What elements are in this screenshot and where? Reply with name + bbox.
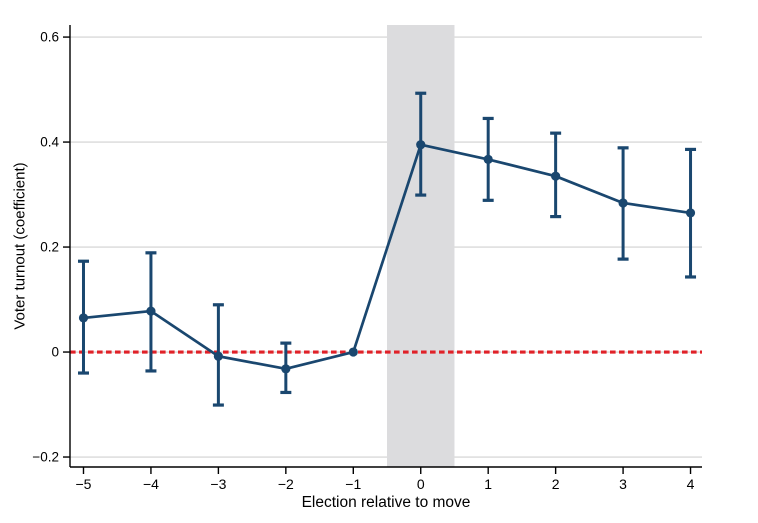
x-axis-tick-label: 4 xyxy=(687,476,695,492)
data-point-marker xyxy=(78,313,89,323)
data-point-marker xyxy=(281,364,291,374)
data-point-marker xyxy=(213,351,223,361)
y-axis-title: Voter turnout (coefficient) xyxy=(11,162,29,330)
y-axis-tick-label: 0.2 xyxy=(40,240,59,255)
data-point-marker xyxy=(416,140,426,150)
data-point-marker xyxy=(685,208,696,218)
series-line xyxy=(83,143,691,371)
y-axis-tick-label: 0.6 xyxy=(40,30,59,45)
x-axis-tick-label: −1 xyxy=(345,476,361,492)
x-axis-tick-label: −4 xyxy=(143,476,159,492)
data-point-marker xyxy=(146,306,156,316)
data-point-marker xyxy=(348,347,358,357)
x-axis-tick-label: −3 xyxy=(210,476,226,492)
x-axis-tick-label: 2 xyxy=(552,476,560,492)
x-axis-tick-label: −2 xyxy=(278,476,294,492)
x-axis-tick-label: 0 xyxy=(417,476,425,492)
y-axis-tick-label: 0.4 xyxy=(40,135,59,150)
treatment-period-band xyxy=(387,25,455,467)
data-point-marker xyxy=(483,154,493,164)
x-axis-tick-label: 1 xyxy=(484,476,492,492)
y-axis-tick-label: −0.2 xyxy=(32,450,59,465)
x-axis-tick-label: −5 xyxy=(76,476,92,492)
data-point-marker xyxy=(618,198,628,208)
y-axis-tick-label: 0 xyxy=(51,345,59,360)
data-point-marker xyxy=(551,171,561,181)
x-axis-title: Election relative to move xyxy=(301,494,471,511)
x-axis-tick-label: 3 xyxy=(619,476,627,492)
